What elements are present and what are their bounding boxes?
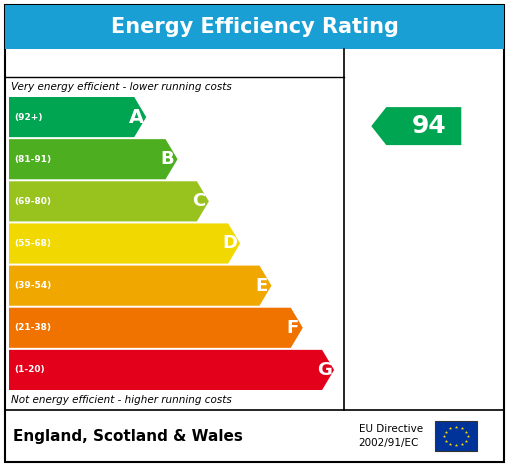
Text: C: C — [192, 192, 206, 210]
Polygon shape — [9, 308, 303, 348]
Text: G: G — [317, 361, 331, 379]
Text: E: E — [256, 276, 268, 295]
Text: 94: 94 — [411, 114, 446, 138]
Text: EU Directive: EU Directive — [358, 424, 422, 434]
Text: 2002/91/EC: 2002/91/EC — [358, 438, 419, 448]
Polygon shape — [9, 181, 209, 221]
Polygon shape — [9, 266, 271, 306]
Polygon shape — [9, 139, 178, 179]
Polygon shape — [9, 223, 240, 263]
Text: (1-20): (1-20) — [14, 366, 45, 375]
Text: England, Scotland & Wales: England, Scotland & Wales — [13, 429, 243, 444]
Polygon shape — [371, 107, 461, 145]
Bar — [435, 421, 477, 451]
Text: (21-38): (21-38) — [14, 323, 51, 333]
Text: Energy Efficiency Rating: Energy Efficiency Rating — [110, 17, 399, 37]
Text: Very energy efficient - lower running costs: Very energy efficient - lower running co… — [11, 82, 232, 92]
Text: (55-68): (55-68) — [14, 239, 51, 248]
Text: F: F — [287, 319, 299, 337]
Text: B: B — [161, 150, 175, 168]
Bar — [5, 5, 504, 49]
Text: A: A — [129, 107, 144, 127]
Text: (81-91): (81-91) — [14, 155, 51, 164]
Polygon shape — [9, 350, 334, 390]
Text: (39-54): (39-54) — [14, 281, 51, 290]
Text: (92+): (92+) — [14, 113, 42, 121]
Polygon shape — [9, 97, 146, 137]
Text: (69-80): (69-80) — [14, 197, 51, 206]
Text: Not energy efficient - higher running costs: Not energy efficient - higher running co… — [11, 395, 232, 405]
Text: D: D — [222, 234, 238, 253]
